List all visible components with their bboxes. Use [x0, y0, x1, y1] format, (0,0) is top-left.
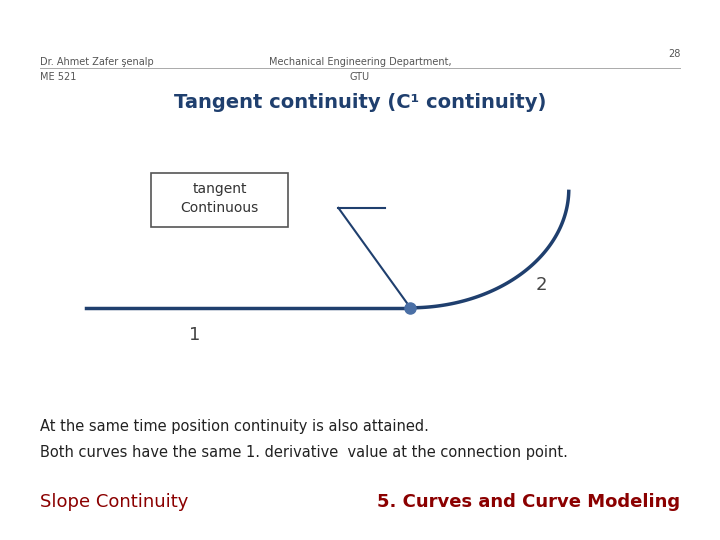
Text: 1: 1 [189, 326, 200, 344]
Text: Both curves have the same 1. derivative  value at the connection point.: Both curves have the same 1. derivative … [40, 446, 567, 461]
Text: tangent: tangent [192, 182, 247, 196]
Text: Continuous: Continuous [181, 201, 258, 215]
Text: Mechanical Engineering Department,
GTU: Mechanical Engineering Department, GTU [269, 57, 451, 82]
Text: Tangent continuity (C¹ continuity): Tangent continuity (C¹ continuity) [174, 93, 546, 112]
Text: At the same time position continuity is also attained.: At the same time position continuity is … [40, 418, 428, 434]
Text: Slope Continuity: Slope Continuity [40, 493, 188, 511]
Text: Dr. Ahmet Zafer şenalp
ME 521: Dr. Ahmet Zafer şenalp ME 521 [40, 57, 153, 82]
Text: 2: 2 [536, 276, 548, 294]
Text: 28: 28 [668, 49, 680, 59]
FancyBboxPatch shape [151, 173, 288, 227]
Text: 5. Curves and Curve Modeling: 5. Curves and Curve Modeling [377, 493, 680, 511]
